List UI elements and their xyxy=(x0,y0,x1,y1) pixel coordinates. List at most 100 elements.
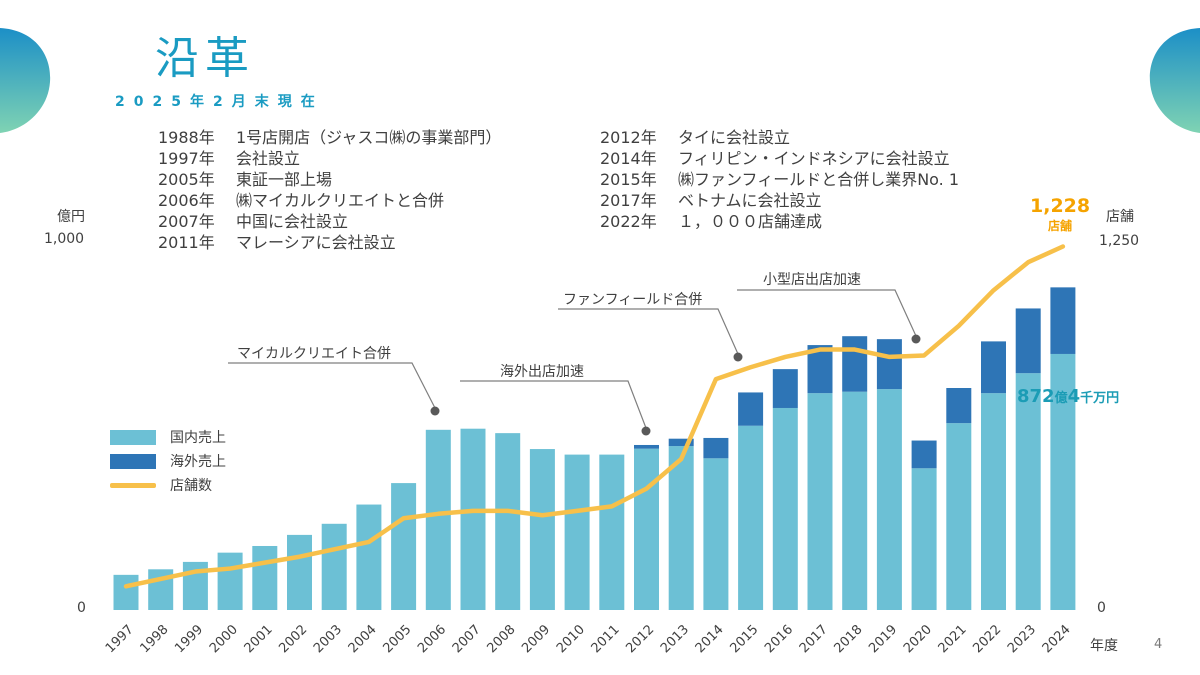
x-tick-label: 1998 xyxy=(138,622,172,656)
x-tick-label: 2013 xyxy=(658,622,692,656)
bar-domestic xyxy=(425,429,451,610)
x-tick-label: 2011 xyxy=(589,622,623,656)
bar-overseas xyxy=(668,438,694,447)
callout-mycal-leader xyxy=(228,362,436,409)
sales-highlight: 872億4千万円 xyxy=(1017,386,1119,407)
x-tick-label: 2021 xyxy=(936,622,970,656)
history-event: マレーシアに会社設立 xyxy=(236,233,396,252)
history-year: 2012年 xyxy=(600,128,657,147)
x-tick-label: 2005 xyxy=(380,622,414,656)
bar-domestic xyxy=(876,389,902,610)
history-event: 中国に会社設立 xyxy=(236,212,349,231)
bar-overseas xyxy=(911,440,937,469)
x-tick-label: 2000 xyxy=(207,622,241,656)
x-tick-label: 2004 xyxy=(346,622,380,656)
history-year: 2022年 xyxy=(600,212,657,231)
history-year: 2006年 xyxy=(158,191,215,210)
x-tick-label: 2006 xyxy=(415,622,449,656)
history-year: 2005年 xyxy=(158,170,215,189)
left-axis-unit: 億円 xyxy=(57,209,85,225)
x-tick-label: 2022 xyxy=(970,622,1004,656)
bar-overseas xyxy=(772,369,798,408)
chart-legend: 国内売上 海外売上 店舗数 xyxy=(110,425,226,497)
legend-item-overseas: 海外売上 xyxy=(110,449,226,473)
bar-domestic xyxy=(460,428,486,610)
sales-unit-oku: 億 xyxy=(1054,391,1068,406)
x-tick-label: 1997 xyxy=(103,622,137,656)
history-list-left: 1988年 1号店開店（ジャスコ㈱の事業部門） 1997年 会社設立 2005年 東証一部… xyxy=(158,127,501,253)
as-of-date: 2025年2月末現在 xyxy=(115,94,324,110)
history-item: 2011年 マレーシアに会社設立 xyxy=(158,232,501,253)
bar-domestic xyxy=(287,534,312,610)
history-year: 1988年 xyxy=(158,128,215,147)
x-tick-label: 2007 xyxy=(450,622,484,656)
history-event: ㈱マイカルクリエイトと合併 xyxy=(236,191,445,210)
history-event: ㈱ファンフィールドと合併し業界No. 1 xyxy=(678,170,960,189)
callout-small-store-leader xyxy=(737,289,917,337)
right-axis-max: 1,250 xyxy=(1099,233,1140,249)
history-event: １，０００店舗達成 xyxy=(678,212,823,231)
bar-domestic xyxy=(703,458,729,610)
bar-domestic xyxy=(113,574,139,610)
history-item: 2007年 中国に会社設立 xyxy=(158,211,501,232)
left-axis-min: 0 xyxy=(77,600,86,616)
callout-funfield-leader xyxy=(558,308,739,355)
corner-decoration-left xyxy=(0,28,51,133)
bar-domestic xyxy=(668,446,694,610)
x-tick-label: 1999 xyxy=(172,622,206,656)
bar-overseas xyxy=(634,444,659,449)
legend-label-domestic: 国内売上 xyxy=(170,430,226,446)
bar-domestic xyxy=(911,468,937,610)
history-event: 東証一部上場 xyxy=(236,170,333,189)
callout-funfield-dot xyxy=(733,352,743,362)
callout-mycal-merger: マイカルクリエイト合併 xyxy=(237,346,391,362)
x-tick-label: 2020 xyxy=(901,622,935,656)
legend-swatch-stores xyxy=(110,482,156,488)
bar-domestic xyxy=(842,391,868,610)
store-count-unit: 店舗 xyxy=(1048,219,1073,233)
callout-funfield-merger: ファンフィールド合併 xyxy=(563,292,703,308)
legend-swatch-domestic xyxy=(110,429,156,445)
history-year: 2015年 xyxy=(600,170,657,189)
x-tick-label: 2008 xyxy=(485,622,519,656)
page-number: 4 xyxy=(1154,637,1163,652)
bar-overseas xyxy=(876,339,902,390)
x-tick-label: 2009 xyxy=(519,622,553,656)
x-tick-label: 2015 xyxy=(727,622,761,656)
bar-domestic xyxy=(981,393,1006,610)
bar-overseas xyxy=(842,336,868,392)
history-item: 2014年 フィリピン・インドネシアに会社設立 xyxy=(600,148,959,169)
history-year: 2014年 xyxy=(600,149,657,168)
x-tick-label: 2014 xyxy=(693,622,727,656)
callout-overseas-dot xyxy=(641,426,651,436)
history-year: 2017年 xyxy=(600,191,657,210)
bar-domestic xyxy=(217,552,243,610)
bar-domestic xyxy=(495,433,521,610)
store-count-value: 1,228 xyxy=(1030,195,1091,217)
callout-mycal-dot xyxy=(430,406,440,416)
bar-domestic xyxy=(772,407,798,610)
bar-domestic xyxy=(599,454,625,610)
x-tick-label: 2010 xyxy=(554,622,588,656)
bar-overseas xyxy=(981,341,1006,394)
bar-overseas xyxy=(703,437,729,459)
legend-item-stores: 店舗数 xyxy=(110,473,226,497)
x-axis-unit: 年度 xyxy=(1090,638,1118,654)
sales-value-senman: 4 xyxy=(1067,386,1081,407)
bar-overseas xyxy=(1015,308,1041,374)
callout-small-store: 小型店出店加速 xyxy=(763,272,861,288)
x-tick-label: 2016 xyxy=(762,622,796,656)
history-event: タイに会社設立 xyxy=(678,128,791,147)
history-event: 1号店開店（ジャスコ㈱の事業部門） xyxy=(236,128,502,147)
legend-label-overseas: 海外売上 xyxy=(170,454,226,470)
bar-domestic xyxy=(391,483,417,610)
store-count-highlight: 1,228 店舗 xyxy=(1030,196,1090,234)
history-item: 1997年 会社設立 xyxy=(158,148,501,169)
x-tick-label: 2017 xyxy=(797,622,831,656)
sales-unit-senman: 千万円 xyxy=(1080,391,1120,406)
bar-domestic xyxy=(738,425,764,610)
bar-domestic xyxy=(634,448,659,610)
corner-decoration-right xyxy=(1149,28,1200,133)
history-item: 1988年 1号店開店（ジャスコ㈱の事業部門） xyxy=(158,127,501,148)
